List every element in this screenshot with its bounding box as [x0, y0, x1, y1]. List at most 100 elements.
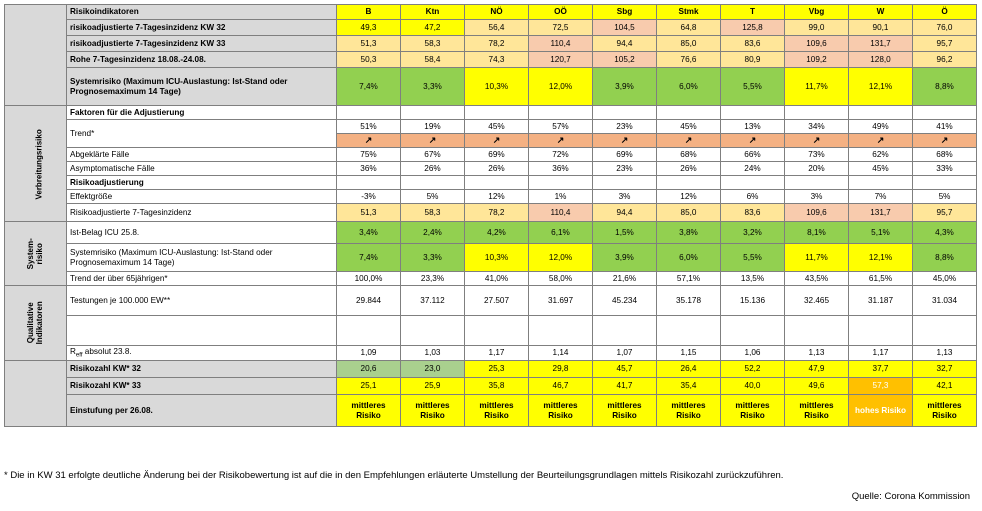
value-cell: 31.697	[528, 285, 593, 316]
value-cell: 12,0%	[528, 243, 593, 272]
value-cell: 96,2	[912, 51, 977, 68]
value-cell: 72%	[528, 147, 593, 162]
value-cell: 67%	[400, 147, 465, 162]
value-cell: 13,5%	[720, 271, 785, 286]
table-row: risikoadjustierte 7-Tagesinzidenz KW 32 4…	[5, 19, 977, 36]
value-cell: 95,7	[912, 35, 977, 52]
trend-arrow-icon: ↗	[720, 133, 785, 148]
trend-arrow-icon: ↗	[656, 133, 721, 148]
row-label: Einstufung per 26.08.	[66, 394, 337, 427]
trend-arrow-icon: ↗	[464, 133, 529, 148]
value-cell: 95,7	[912, 203, 977, 222]
region-header: B	[336, 4, 401, 20]
section-heading: Risikoadjustierung	[66, 175, 337, 190]
row-label: Risikoadjustierte 7-Tagesinzidenz	[66, 203, 337, 222]
value-cell: 1,15	[656, 345, 721, 361]
trend-label: Trend*	[66, 119, 337, 148]
side-label-line: Verbreitungsrisiko	[34, 128, 44, 200]
value-cell: 109,6	[784, 203, 849, 222]
row-label: Systemrisiko (Maximum ICU-Auslastung: Is…	[66, 243, 337, 272]
row-label: Abgeklärte Fälle	[66, 147, 337, 162]
value-cell: 90,1	[848, 19, 913, 36]
row-label: Asymptomatische Fälle	[66, 161, 337, 176]
empty-cell	[464, 315, 529, 346]
value-cell: 41,0%	[464, 271, 529, 286]
top-row-label: risikoadjustierte 7-Tagesinzidenz KW 33	[66, 35, 337, 52]
value-cell: 24%	[720, 161, 785, 176]
value-cell: 5,5%	[720, 67, 785, 106]
value-cell: 1,07	[592, 345, 657, 361]
value-cell: 12,1%	[848, 67, 913, 106]
value-cell: 26%	[656, 161, 721, 176]
value-cell: 45%	[656, 119, 721, 134]
value-cell: 23%	[592, 119, 657, 134]
value-cell: 58,0%	[528, 271, 593, 286]
value-cell: 3,9%	[592, 67, 657, 106]
reff-label: Reff absolut 23.8.	[66, 345, 337, 361]
table-row: Asymptomatische Fälle 36% 26% 26% 36% 23% 26% 2…	[5, 161, 977, 176]
value-cell: 58,3	[400, 35, 465, 52]
value-cell: 52,2	[720, 360, 785, 378]
value-cell: 1,14	[528, 345, 593, 361]
value-cell: 35.178	[656, 285, 721, 316]
value-cell: 5%	[400, 189, 465, 204]
value-cell: 57,3	[848, 377, 913, 395]
value-cell: 78,2	[464, 203, 529, 222]
value-cell: 11,7%	[784, 243, 849, 272]
table-row: Risikoadjustierung	[5, 175, 977, 190]
value-cell: 49,3	[336, 19, 401, 36]
side-label-line: Indikatoren	[34, 301, 44, 345]
empty-cell	[336, 105, 401, 120]
risk-classification: mittleres Risiko	[464, 394, 529, 427]
table-row: Trend der über 65jährigen* 100,0% 23,3% 41,…	[5, 271, 977, 286]
value-cell: 23%	[592, 161, 657, 176]
value-cell: 43,5%	[784, 271, 849, 286]
source-note: Quelle: Corona Kommission	[851, 491, 970, 502]
value-cell: 69%	[592, 147, 657, 162]
value-cell: 64,8	[656, 19, 721, 36]
value-cell: 36%	[528, 161, 593, 176]
value-cell: 32,7	[912, 360, 977, 378]
empty-cell	[720, 105, 785, 120]
value-cell: 68%	[656, 147, 721, 162]
row-label: Testungen je 100.000 EW**	[66, 285, 337, 316]
table-row: Effektgröße -3% 5% 12% 1% 3% 12% 6% 3% 7% 5%	[5, 189, 977, 204]
trend-arrow-icon: ↗	[592, 133, 657, 148]
value-cell: 12,0%	[528, 67, 593, 106]
value-cell: 85,0	[656, 203, 721, 222]
trend-arrow-icon: ↗	[912, 133, 977, 148]
risk-classification: hohes Risiko	[848, 394, 913, 427]
value-cell: 45%	[464, 119, 529, 134]
value-cell: 40,0	[720, 377, 785, 395]
value-cell: 21,6%	[592, 271, 657, 286]
value-cell: 41%	[912, 119, 977, 134]
value-cell: 1,13	[912, 345, 977, 361]
value-cell: 57,1%	[656, 271, 721, 286]
value-cell: 27.507	[464, 285, 529, 316]
value-cell: 15.136	[720, 285, 785, 316]
region-header: W	[848, 4, 913, 20]
trend-arrow-icon: ↗	[848, 133, 913, 148]
row-label: Ist-Belag ICU 25.8.	[66, 221, 337, 244]
table-row: Trend* 51% 19% 45% 57% 23% 45% 13% 34% 49% 41%	[5, 119, 977, 148]
value-cell: 83,6	[720, 35, 785, 52]
empty-cell	[66, 315, 337, 346]
value-cell: 66%	[720, 147, 785, 162]
value-cell: 41,7	[592, 377, 657, 395]
empty-cell	[720, 175, 785, 190]
value-cell: 46,7	[528, 377, 593, 395]
risk-classification: mittleres Risiko	[528, 394, 593, 427]
value-cell: 25,9	[400, 377, 465, 395]
value-cell: 29,8	[528, 360, 593, 378]
side-label-text: Qualitative Indikatoren	[26, 301, 45, 345]
value-cell: 51,3	[336, 203, 401, 222]
table-row: Rohe 7-Tagesinzidenz 18.08.-24.08. 50,3 58…	[5, 51, 977, 68]
value-cell: 45,0%	[912, 271, 977, 286]
value-cell: 7%	[848, 189, 913, 204]
top-row-label: Rohe 7-Tagesinzidenz 18.08.-24.08.	[66, 51, 337, 68]
top-row-label: Systemrisiko (Maximum ICU-Auslastung: Is…	[66, 67, 337, 106]
value-cell: 3,8%	[656, 221, 721, 244]
value-cell: 3,4%	[336, 221, 401, 244]
value-cell: 25,1	[336, 377, 401, 395]
